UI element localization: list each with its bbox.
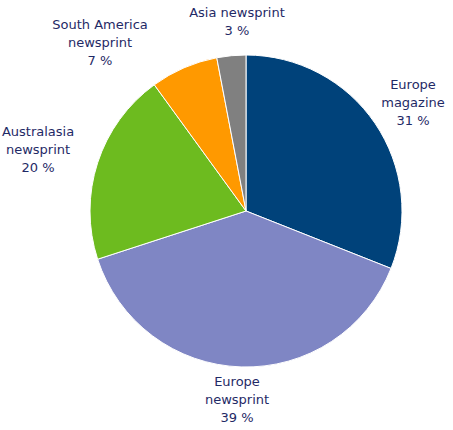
category-label: magazine xyxy=(381,95,445,110)
slice-label: Australasia newsprint 20 % xyxy=(2,124,74,175)
slice-label: Asia newsprint 3 % xyxy=(189,5,285,38)
category-label: South America xyxy=(52,17,148,32)
slice-label: Europe newsprint 39 % xyxy=(205,374,269,425)
value-label: 31 % xyxy=(396,113,429,128)
category-label: Asia newsprint xyxy=(189,5,285,20)
value-label: 39 % xyxy=(220,410,253,425)
value-label: 3 % xyxy=(225,23,250,38)
category-label: newsprint xyxy=(68,35,132,50)
category-label: Europe xyxy=(214,374,260,389)
category-label: Australasia xyxy=(2,124,74,139)
category-label: newsprint xyxy=(6,142,70,157)
pie xyxy=(90,55,402,367)
value-label: 7 % xyxy=(88,53,113,68)
category-label: Europe xyxy=(390,77,436,92)
chart: Europe magazine 31 % Europe newsprint 39 % Aus… xyxy=(0,0,453,430)
slice-label: South America newsprint 7 % xyxy=(52,17,148,68)
category-label: newsprint xyxy=(205,392,269,407)
pie-slice xyxy=(217,55,246,211)
slice-label: Europe magazine 31 % xyxy=(381,77,445,128)
value-label: 20 % xyxy=(21,160,54,175)
